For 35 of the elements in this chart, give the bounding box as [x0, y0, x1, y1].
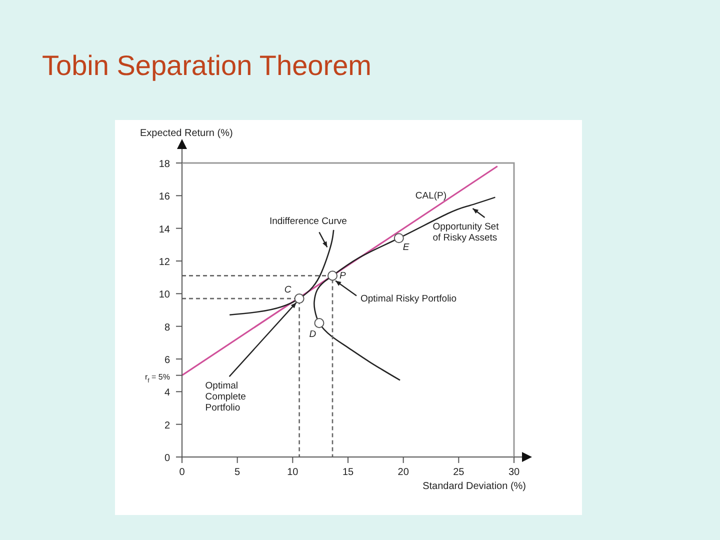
y-tick-label: 4: [164, 388, 170, 399]
y-tick-label: 10: [158, 290, 170, 301]
y-tick-label: 8: [164, 322, 170, 334]
series-label: CAL(P): [415, 190, 447, 202]
y-tick-label: 0: [164, 453, 170, 464]
y-tick-label: 14: [158, 224, 170, 236]
series-label: Indifference Curve: [269, 216, 347, 228]
x-tick-label: 15: [342, 467, 354, 478]
y-tick-label: r$_{f}$ = 5%: [144, 372, 170, 384]
point: [314, 318, 324, 328]
point: [394, 233, 404, 244]
y-tick-label: 16: [158, 192, 170, 203]
annotation: D: [309, 329, 316, 340]
point: [294, 294, 304, 304]
annotation: Optimal Complete Portfolio: [205, 380, 246, 414]
x-tick-label: 5: [234, 467, 241, 478]
y-tick-label: 12: [158, 257, 170, 268]
x-axis-title: Standard Deviation (%): [422, 481, 526, 492]
x-tick-label: 20: [398, 467, 410, 478]
annotation: Optimal Risky Portfolio: [360, 294, 457, 305]
annotation: C: [284, 284, 292, 296]
y-tick-label: 18: [158, 159, 170, 170]
annotation: P: [340, 270, 347, 282]
point: [327, 270, 338, 281]
x-tick-label: 10: [287, 467, 299, 478]
x-tick-label: 0: [179, 467, 186, 478]
annotation: E: [402, 242, 410, 254]
x-tick-label: 30: [508, 467, 520, 478]
y-tick-label: 6: [164, 355, 170, 366]
y-axis-title: Expected Return (%): [140, 128, 233, 139]
chart-title: Tobin Separation Theorem: [42, 50, 372, 82]
y-tick-label: 2: [164, 420, 170, 432]
x-tick-label: 25: [453, 467, 465, 478]
legend-label: Opportunity Set of Risky Assets: [432, 221, 500, 244]
line-series: [228, 229, 334, 316]
